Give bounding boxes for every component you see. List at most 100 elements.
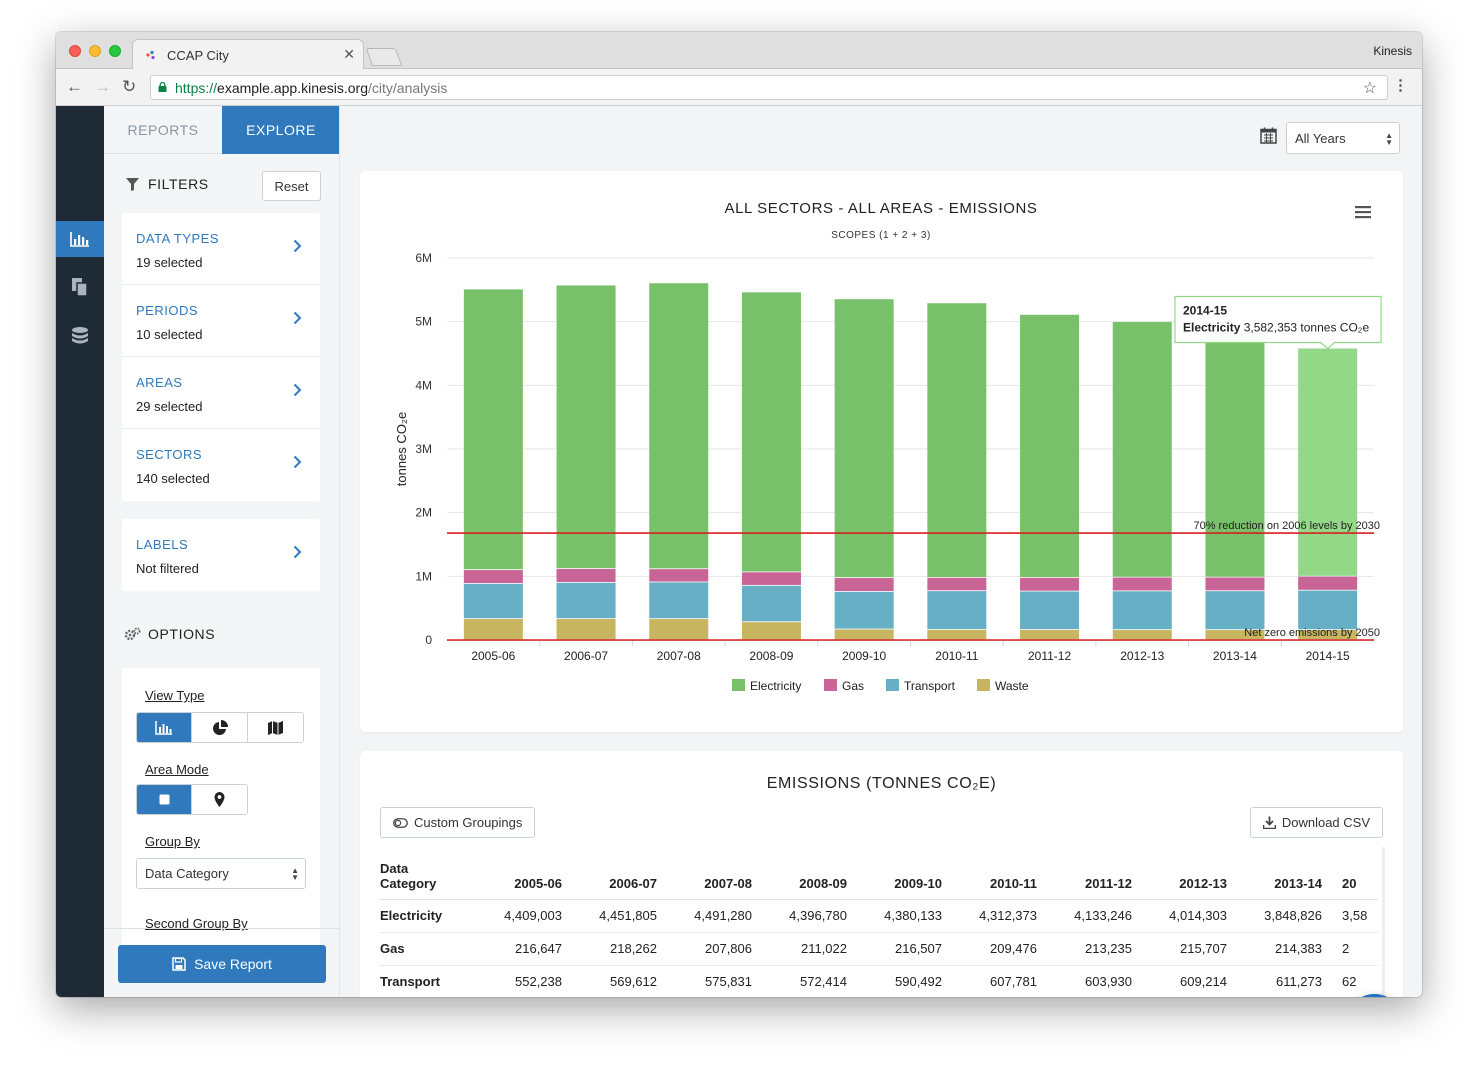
table-cell: 216,647 bbox=[470, 932, 562, 966]
column-header[interactable]: 20 bbox=[1322, 851, 1378, 900]
save-report-button[interactable]: Save Report bbox=[118, 945, 326, 983]
filter-value: 19 selected bbox=[136, 255, 203, 270]
tooltip-box bbox=[1174, 295, 1382, 350]
area-mode-marker-button[interactable] bbox=[192, 785, 247, 814]
bar-segment-gas bbox=[463, 570, 523, 584]
download-csv-button[interactable]: Download CSV bbox=[1249, 807, 1383, 838]
column-header[interactable]: 2012-13 bbox=[1132, 851, 1227, 900]
main-content: All Years ▲ ▼ ALL SECTORS - ALL AREAS - E… bbox=[340, 106, 1422, 997]
table-cell: 3,848,826 bbox=[1227, 899, 1322, 933]
browser-menu-icon[interactable]: ⋮ bbox=[1393, 77, 1408, 94]
table-cell: 3,58 bbox=[1322, 899, 1378, 933]
table-cell: 4,451,805 bbox=[562, 899, 657, 933]
bar-segment-electricity bbox=[834, 299, 894, 578]
group-by-select[interactable]: Data Category ▲ ▼ bbox=[136, 858, 306, 889]
chat-launcher-button[interactable] bbox=[1346, 994, 1403, 997]
chevron-right-icon bbox=[293, 545, 302, 559]
maximize-window-button[interactable] bbox=[109, 45, 121, 57]
bar-segment-electricity bbox=[1112, 321, 1172, 577]
bar-segment-waste bbox=[1020, 629, 1080, 640]
filter-labels[interactable]: LABELS Not filtered bbox=[122, 519, 320, 591]
bar-segment-waste bbox=[741, 622, 801, 640]
column-header[interactable]: 2005-06 bbox=[470, 851, 562, 900]
column-header[interactable]: 2008-09 bbox=[752, 851, 847, 900]
minimize-window-button[interactable] bbox=[89, 45, 101, 57]
table-header-row: Data Category 2005-06 2006-07 2007-08 200… bbox=[380, 851, 1378, 900]
view-bar-chart-button[interactable] bbox=[137, 713, 193, 742]
column-header[interactable]: 2007-08 bbox=[657, 851, 752, 900]
sidebar-tabs: REPORTS EXPLORE bbox=[104, 106, 339, 154]
url-input[interactable]: https://example.app.kinesis.org/city/ana… bbox=[150, 75, 1388, 100]
url-host: example.app.kinesis.org bbox=[217, 80, 369, 96]
rail-data-item[interactable] bbox=[56, 318, 104, 354]
column-header[interactable]: 2010-11 bbox=[942, 851, 1037, 900]
back-arrow-icon[interactable]: ← bbox=[66, 77, 83, 96]
chevron-right-icon bbox=[293, 239, 302, 253]
x-tick-label: 2008-09 bbox=[749, 649, 793, 663]
filter-label: LABELS bbox=[136, 537, 189, 552]
table-cell: 213,235 bbox=[1037, 932, 1132, 966]
reset-button[interactable]: Reset bbox=[262, 171, 321, 201]
y-tick-label: 5M bbox=[415, 315, 432, 329]
bar-segment-transport bbox=[649, 582, 709, 619]
database-icon bbox=[72, 327, 88, 344]
table-row: Gas 216,647 218,262 207,806 211,022 216,… bbox=[380, 932, 1378, 966]
hamburger-menu-icon[interactable] bbox=[1355, 205, 1371, 219]
x-tick-label: 2014-15 bbox=[1306, 649, 1350, 663]
table-cell: 4,396,780 bbox=[752, 899, 847, 933]
bar-segment-gas bbox=[1205, 577, 1265, 591]
year-select[interactable]: All Years ▲ ▼ bbox=[1286, 122, 1400, 154]
bookmark-star-icon[interactable]: ☆ bbox=[1362, 80, 1377, 97]
close-window-button[interactable] bbox=[69, 45, 81, 57]
tab-reports[interactable]: REPORTS bbox=[127, 122, 199, 138]
browser-tab[interactable]: CCAP City ✕ bbox=[132, 39, 364, 69]
table-cell: 218,262 bbox=[562, 932, 657, 966]
column-header[interactable]: 2006-07 bbox=[562, 851, 657, 900]
rail-analysis-item[interactable] bbox=[56, 221, 104, 257]
forward-arrow-icon[interactable]: → bbox=[94, 77, 111, 96]
bar-segment-transport bbox=[1020, 591, 1080, 630]
area-mode-square-button[interactable] bbox=[137, 785, 193, 814]
filter-sectors[interactable]: SECTORS 140 selected bbox=[122, 429, 320, 501]
x-tick-label: 2010-11 bbox=[935, 649, 978, 663]
chevron-right-icon bbox=[293, 455, 302, 469]
tab-explore[interactable]: EXPLORE bbox=[222, 106, 339, 154]
bar-segment-gas bbox=[1112, 577, 1172, 591]
new-tab-button[interactable] bbox=[365, 48, 403, 66]
rail-reports-item[interactable] bbox=[56, 269, 104, 305]
funnel-icon bbox=[126, 177, 139, 191]
bar-segment-waste bbox=[556, 619, 616, 640]
chart-title: ALL SECTORS - ALL AREAS - EMISSIONS bbox=[724, 200, 1037, 217]
legend-label: Gas bbox=[842, 679, 864, 693]
view-pie-chart-button[interactable] bbox=[192, 713, 248, 742]
download-icon bbox=[1262, 816, 1276, 829]
bar-segment-electricity bbox=[1020, 314, 1080, 578]
column-header[interactable]: 2011-12 bbox=[1037, 851, 1132, 900]
profile-name[interactable]: Kinesis bbox=[1373, 44, 1412, 58]
filters-heading: FILTERS bbox=[126, 176, 209, 192]
filter-periods[interactable]: PERIODS 10 selected bbox=[122, 285, 320, 357]
table-cell: 590,492 bbox=[847, 965, 942, 997]
bar-segment-transport bbox=[1205, 591, 1265, 630]
x-tick-label: 2005-06 bbox=[471, 649, 515, 663]
view-map-button[interactable] bbox=[247, 713, 303, 742]
tab-close-icon[interactable]: ✕ bbox=[343, 46, 355, 62]
custom-groupings-button[interactable]: Custom Groupings bbox=[380, 807, 536, 838]
year-select-value: All Years bbox=[1295, 131, 1346, 146]
reload-icon[interactable]: ↻ bbox=[122, 77, 137, 96]
emissions-table-card: EMISSIONS (TONNES CO₂E) Custom Groupings… bbox=[360, 751, 1403, 997]
filter-data-types[interactable]: DATA TYPES 19 selected bbox=[122, 213, 320, 285]
app: REPORTS EXPLORE FILTERS Reset DATA TYPES… bbox=[56, 106, 1422, 997]
header-line: Data bbox=[380, 860, 409, 876]
toggle-icon bbox=[393, 817, 408, 828]
bar-chart-icon bbox=[70, 232, 89, 247]
bar-segment-waste bbox=[927, 629, 987, 640]
column-header[interactable]: 2009-10 bbox=[847, 851, 942, 900]
filter-areas[interactable]: AREAS 29 selected bbox=[122, 357, 320, 429]
save-divider bbox=[104, 928, 339, 929]
column-header[interactable]: 2013-14 bbox=[1227, 851, 1322, 900]
bar-segment-transport bbox=[741, 585, 801, 622]
y-tick-label: 3M bbox=[415, 442, 432, 456]
x-tick-label: 2006-07 bbox=[564, 649, 608, 663]
url-path: /city/analysis bbox=[368, 80, 448, 96]
